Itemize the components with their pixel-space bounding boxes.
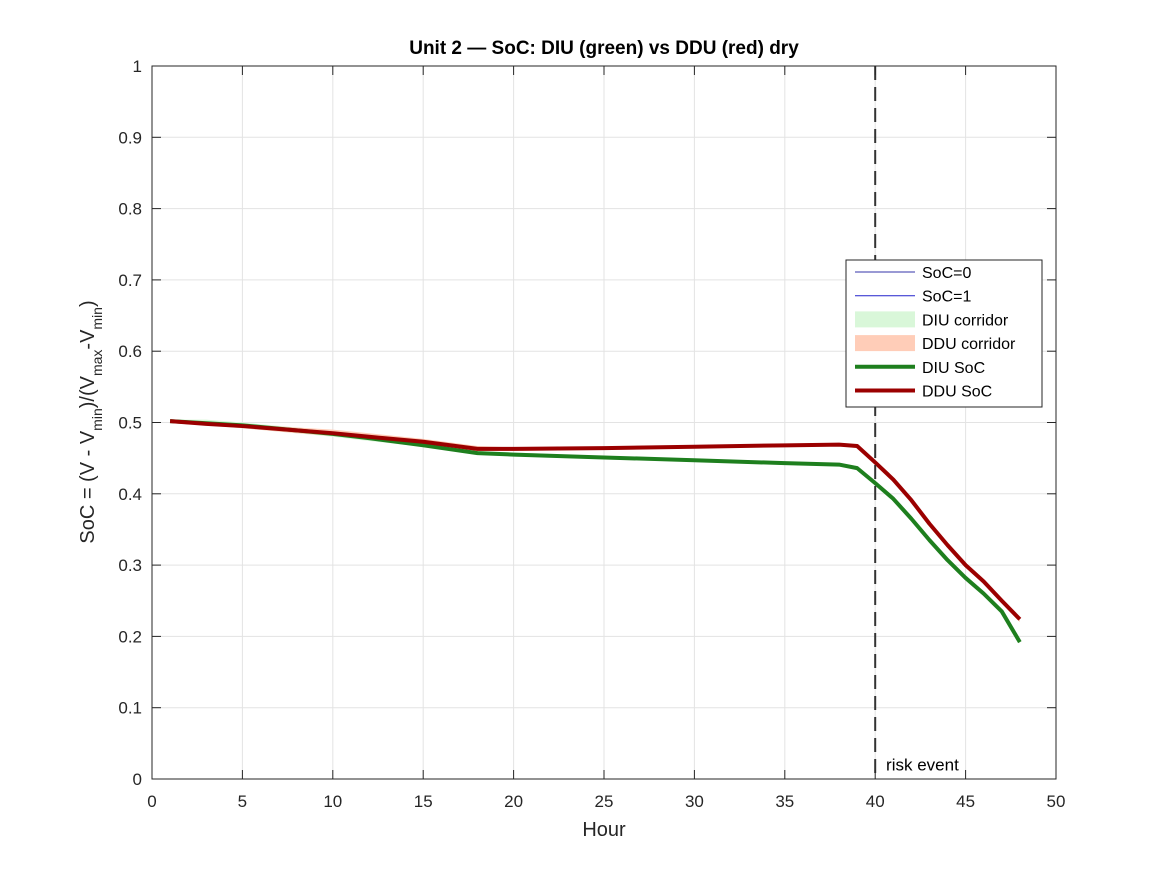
x-axis-label: Hour (582, 819, 626, 841)
chart-title: Unit 2 — SoC: DIU (green) vs DDU (red) d… (409, 38, 799, 59)
x-tick-label: 30 (685, 792, 704, 811)
legend-label: DIU corridor (922, 312, 1009, 329)
y-tick-label: 0.8 (118, 200, 142, 219)
x-tick-label: 10 (323, 792, 342, 811)
legend-label: SoC=0 (922, 265, 971, 282)
x-tick-label: 5 (238, 792, 247, 811)
legend-swatch (855, 335, 915, 352)
y-tick-label: 0.6 (118, 342, 142, 361)
y-tick-label: 0.9 (118, 128, 142, 147)
x-tick-label: 45 (956, 792, 975, 811)
legend-box (845, 259, 1043, 408)
legend-entry: DIU SoC (855, 360, 985, 377)
x-axis-ticks: 0 5 10 15 20 25 30 35 40 45 50 (147, 66, 1065, 811)
y-tick-label: 0.1 (118, 699, 142, 718)
y-tick-label: 0.4 (118, 485, 142, 504)
legend-entry: DIU corridor (855, 311, 1009, 329)
legend-entry: SoC=1 (855, 289, 971, 306)
series-line-5 (169, 419, 1022, 621)
risk-event-annotation: risk event (886, 755, 959, 774)
y-tick-label: 0.7 (118, 271, 142, 290)
legend-label: DIU SoC (922, 360, 985, 377)
legend-swatch (855, 311, 915, 328)
legend-label: SoC=1 (922, 289, 971, 306)
legend: SoC=0 SoC=1 DIU corridor DDU corridor DIU So… (845, 259, 1043, 408)
y-tick-label: 0 (133, 770, 142, 789)
legend-entry: DDU corridor (855, 335, 1016, 353)
x-tick-label: 40 (866, 792, 885, 811)
legend-entry: DDU SoC (855, 384, 992, 401)
x-tick-label: 20 (504, 792, 523, 811)
y-axis-ticks: 0 0.1 0.2 0.3 0.4 0.5 0.6 0.7 0.8 0.9 1 (118, 57, 1056, 789)
x-tick-label: 0 (147, 792, 156, 811)
y-tick-label: 0.5 (118, 414, 142, 433)
x-tick-label: 35 (775, 792, 794, 811)
x-tick-label: 15 (414, 792, 433, 811)
legend-label: DDU corridor (922, 336, 1016, 353)
y-tick-label: 0.3 (118, 556, 142, 575)
legend-label: DDU SoC (922, 384, 992, 401)
y-axis-label: SoC = (V - Vmin)/(Vmax-Vmin) (77, 300, 105, 543)
x-tick-label: 25 (595, 792, 614, 811)
y-tick-label: 1 (133, 57, 142, 76)
y-tick-label: 0.2 (118, 627, 142, 646)
x-tick-label: 50 (1047, 792, 1066, 811)
legend-entry: SoC=0 (855, 265, 971, 282)
